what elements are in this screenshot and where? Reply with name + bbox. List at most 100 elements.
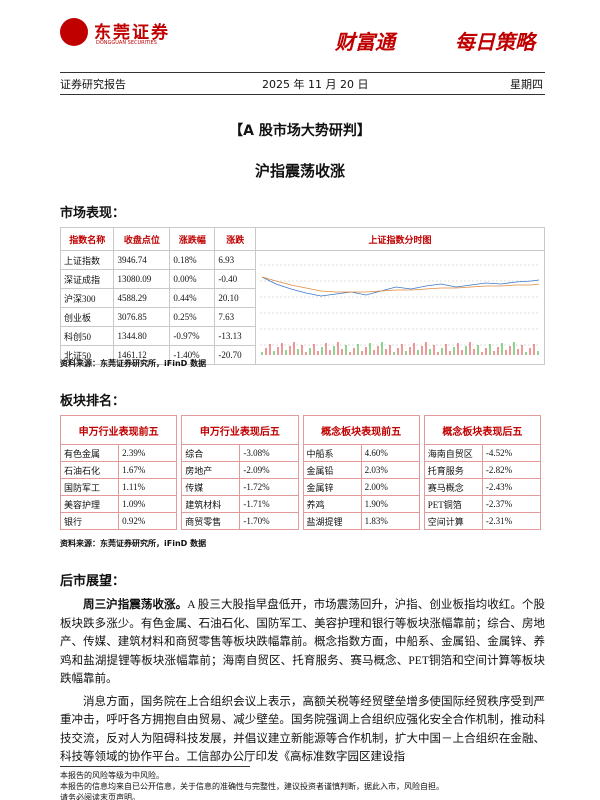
section-heading: 市场表现： <box>60 206 126 221</box>
date: 2025 年 11 月 20 日 <box>262 78 369 91</box>
cell: -2.09% <box>239 461 299 479</box>
logo-text: 东莞证券 <box>94 23 170 43</box>
cell: 科创50 <box>59 326 115 346</box>
row: 托育服务 -2.82% <box>423 461 542 479</box>
group-title: 概念板块表现前五 <box>302 415 420 445</box>
footer: 本报告的风险等级为中风险。 本报告的信息均来自已公开信息，关于信息的准确性与完整性… <box>60 770 545 800</box>
cell: 2.39% <box>118 444 178 462</box>
cell: 养鸡 <box>302 495 362 513</box>
group-title: 概念板块表现后五 <box>423 415 542 445</box>
header-row: 申万行业表现后五 <box>181 415 299 445</box>
row: 上证指数 3946.74 0.18% 6.93 <box>59 250 545 365</box>
weekday: 星期四 <box>510 78 543 91</box>
cell: 赛马概念 <box>423 478 483 496</box>
cell: 银行 <box>59 512 120 530</box>
cell: 4.60% <box>360 444 420 462</box>
row: 传媒 -1.72% <box>181 478 299 496</box>
column-header: 涨跌 <box>214 227 256 251</box>
cell: -1.71% <box>239 495 299 513</box>
source: 资料来源：东莞证券研究所，iFinD 数据 <box>60 539 207 548</box>
logo-mark <box>60 18 88 46</box>
group-title: 申万行业表现前五 <box>59 415 178 445</box>
column-header: 涨跌幅 <box>169 227 216 251</box>
cell: 传媒 <box>181 478 241 496</box>
cell: 中船系 <box>302 444 362 462</box>
row: 赛马概念 -2.43% <box>423 478 542 496</box>
cell: 有色金属 <box>59 444 120 462</box>
cell: 1.90% <box>360 495 420 513</box>
row: 银行 0.92% <box>59 512 178 530</box>
cell: 建筑材料 <box>181 495 241 513</box>
logo-en: DONGGUAN SECURITIES <box>96 40 157 46</box>
cell: 托育服务 <box>423 461 483 479</box>
cell: -2.37% <box>481 495 542 513</box>
subtitle: 沪指震荡收涨 <box>254 162 345 180</box>
cell: 创业板 <box>59 307 115 327</box>
cell: -1.72% <box>239 478 299 496</box>
cell: 房地产 <box>181 461 241 479</box>
header-row: 申万行业表现前五 <box>59 415 178 445</box>
cell: 1.67% <box>118 461 178 479</box>
cell: 金属铅 <box>302 461 362 479</box>
avg-line <box>261 276 540 293</box>
footer-line: 本报告的信息均来自已公开信息，关于信息的准确性与完整性，建议投资者谨慎判断，据此… <box>60 782 444 791</box>
cell: 0.44% <box>169 288 216 308</box>
cell: -2.31% <box>481 512 542 530</box>
cell: 1.11% <box>118 478 178 496</box>
cell: -20.70 <box>214 345 256 365</box>
row: 石油石化 1.67% <box>59 461 178 479</box>
row: 综合 -3.08% <box>181 444 299 462</box>
cell: 20.10 <box>214 288 256 308</box>
row: 美容护理 1.09% <box>59 495 178 513</box>
cell: 4588.29 <box>113 288 171 308</box>
row: 金属铅 2.03% <box>302 461 420 479</box>
paragraph-lead: 周三沪指震荡收涨。 <box>83 599 188 611</box>
row: 商贸零售 -1.70% <box>181 512 299 530</box>
paragraph-text: 消息方面，国务院在上合组织会议上表示，高额关税等经贸壁垒增多使国际经贸秩序受到严… <box>60 695 545 764</box>
column-header: 指数名称 <box>59 227 115 251</box>
cell: 商贸零售 <box>181 512 241 530</box>
cell: -13.13 <box>214 326 256 346</box>
row: 空间计算 -2.31% <box>423 512 542 530</box>
row: 养鸡 1.90% <box>302 495 420 513</box>
header-row: 概念板块表现后五 <box>423 415 542 445</box>
brand: 财富通 <box>335 30 395 54</box>
cell: -3.08% <box>239 444 299 462</box>
cell: 金属锌 <box>302 478 362 496</box>
paragraph: 消息方面，国务院在上合组织会议上表示，高额关税等经贸壁垒增多使国际经贸秩序受到严… <box>60 693 545 767</box>
title: 【A 股市场大势研判】 <box>229 123 371 139</box>
cell: 深证成指 <box>59 269 115 289</box>
cell: 美容护理 <box>59 495 120 513</box>
group-title: 申万行业表现后五 <box>181 415 299 445</box>
cell: 13080.09 <box>113 269 171 289</box>
sector-table: 申万行业表现前五 有色金属 2.39% 石油石化 1.67% 国防军工 1.11% 美容护理 1… <box>59 415 178 530</box>
cell: 国防军工 <box>59 478 120 496</box>
header-row: 指数名称 收盘点位 涨跌幅 涨跌 上证指数分时图 <box>59 227 545 251</box>
row: 沪深300 4588.29 0.44% 20.10 <box>59 288 545 308</box>
cell: 1.83% <box>360 512 420 530</box>
cell: -0.40 <box>214 269 256 289</box>
paragraph: 周三沪指震荡收涨。A 股三大股指早盘低开，市场震荡回升，沪指、创业板指均收红。个… <box>60 596 545 689</box>
cell: 3076.85 <box>113 307 171 327</box>
cell: 1344.80 <box>113 326 171 346</box>
cell: -1.40% <box>169 345 216 365</box>
cell: 2.03% <box>360 461 420 479</box>
row: 有色金属 2.39% <box>59 444 178 462</box>
chart-cell <box>255 250 545 365</box>
cell: 石油石化 <box>59 461 120 479</box>
row: 北证50 1461.12 -1.40% -20.70 <box>59 345 545 365</box>
sector-table: 概念板块表现前五 中船系 4.60% 金属铅 2.03% 金属锌 2.00% 养鸡 1.90% 盐… <box>302 415 420 530</box>
cell: 北证50 <box>59 345 115 365</box>
cell: 0.18% <box>169 250 216 270</box>
row: PET铜箔 -2.37% <box>423 495 542 513</box>
row: 中船系 4.60% <box>302 444 420 462</box>
cell: 3946.74 <box>113 250 171 270</box>
row: 房地产 -2.09% <box>181 461 299 479</box>
outlook-body: 周三沪指震荡收涨。A 股三大股指早盘低开，市场震荡回升，沪指、创业板指均收红。个… <box>60 596 545 766</box>
paragraph-text: A 股三大股指早盘低开，市场震荡回升，沪指、创业板指均收红。个股板块跌多涨少。有… <box>60 599 545 685</box>
rule <box>60 94 545 95</box>
report-type: 证券研究报告 <box>60 78 126 91</box>
cell: -0.97% <box>169 326 216 346</box>
row: 国防军工 1.11% <box>59 478 178 496</box>
